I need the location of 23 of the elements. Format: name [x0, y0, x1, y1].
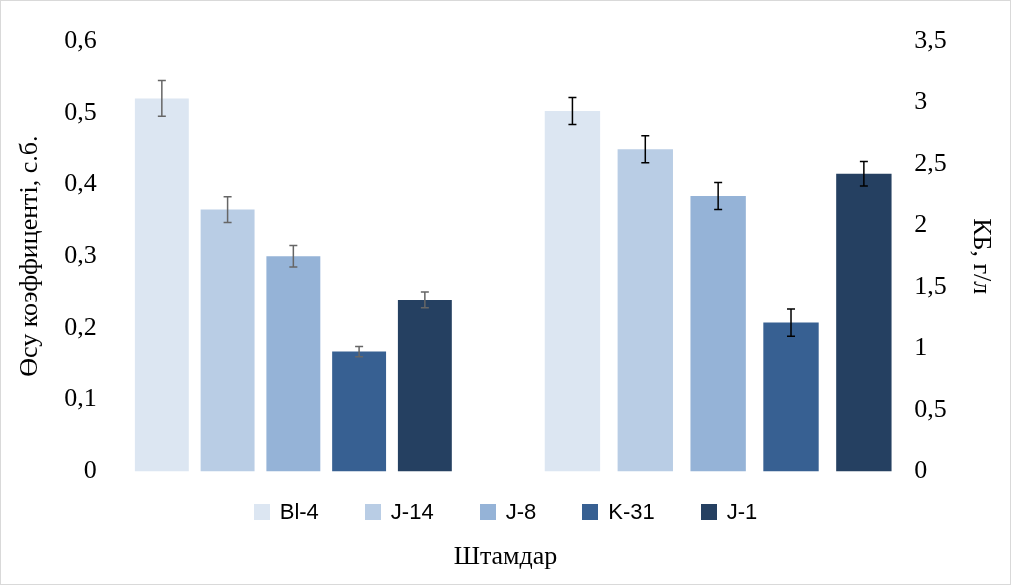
y-tick-label: 0,3 [64, 240, 97, 270]
legend-label: K-31 [608, 499, 655, 525]
y-tick-label: 0,4 [64, 168, 97, 198]
legend-label: J-1 [726, 499, 758, 525]
y-tick-label: 3,5 [914, 24, 947, 54]
y-tick-label: 0,5 [64, 96, 97, 126]
legend-label: J-8 [505, 499, 537, 525]
y-axis-title: Өсу коэффиценті, с.б. [14, 135, 44, 377]
y-tick-label: 0,2 [64, 311, 97, 341]
y-tick-label: 0,1 [64, 383, 97, 413]
x-axis-title: Штамдар [452, 541, 559, 571]
legend-label: J-14 [390, 499, 434, 525]
y-tick-label: 0 [83, 455, 97, 485]
y-tick-label: 3 [914, 86, 928, 116]
legend-label: Bl-4 [279, 499, 319, 525]
y-tick-label: 1,5 [914, 270, 947, 300]
y-tick-label: 2 [914, 209, 928, 239]
y-tick-label: 2,5 [914, 147, 947, 177]
y-axis-title: КБ, г/л [967, 218, 997, 295]
y-tick-label: 0,6 [64, 24, 97, 54]
y-tick-label: 1 [914, 332, 928, 362]
y-tick-label: 0,5 [914, 393, 947, 423]
y-tick-label: 0 [914, 455, 928, 485]
